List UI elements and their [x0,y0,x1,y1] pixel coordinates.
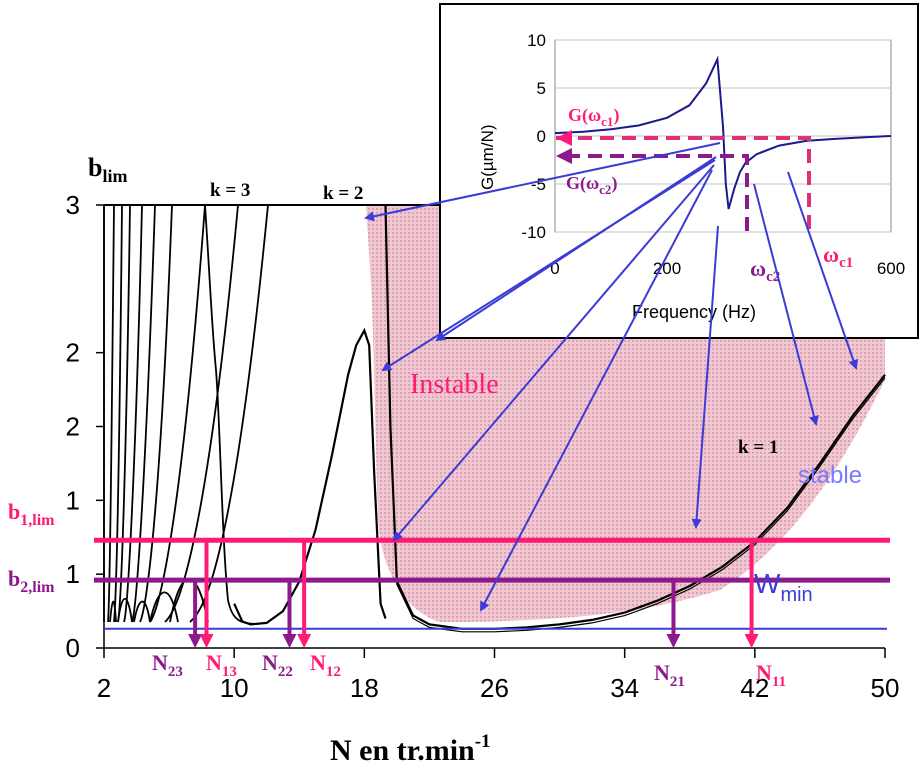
lobe-label-k2: k = 2 [323,183,363,204]
w-min-label: Wmin [754,568,813,606]
inset-x-tick-label: 200 [653,259,681,278]
w-min-label-sub: min [780,584,812,606]
g-wc1-label-sub: c1 [601,114,613,129]
y-tick-label: 2 [66,412,80,442]
n22-label-sub: 22 [278,664,293,680]
y-tick-label: 1 [66,485,80,515]
lobe-curve-k1 [384,204,886,630]
inset-x-tick-label: 0 [550,259,559,278]
n22-label-main: N [262,650,278,675]
arrow-to-k1-min [480,169,713,612]
arrow-to-k1-slope [392,164,715,542]
g-wc2-dashed-box [566,154,749,232]
n11-label: N11 [756,660,786,690]
x-ticks-group: 2 10 18 26 34 42 50 [97,648,900,703]
inset-x-axis-label: Frequency (Hz) [632,302,756,322]
inset-y-tick-label: -10 [521,223,546,242]
n12-label: N12 [310,650,341,680]
inset-x-tick-label: 600 [877,259,905,278]
x-axis-label-main: N en tr.min [330,734,475,767]
x-axis-label-sup: -1 [475,731,491,752]
inset-y-tick-label: -5 [531,175,546,194]
arrow-to-stable-2 [787,171,859,370]
lobe-curve-k2 [233,327,387,626]
g-wc2-label-sub: c2 [599,182,611,197]
g-wc1-label-main: G(ω [568,105,601,126]
n13-label-main: N [206,650,222,675]
omega-c1-label-main: ω [823,242,839,267]
arrow-to-k1-peak [381,159,716,372]
x-tick-label: 50 [871,673,900,703]
b2-lim-label-main: b [8,566,20,591]
g-wc2-label-main: G(ω [566,173,599,194]
y-tick-label: 2 [66,338,80,368]
g-wc2-label-close: ) [611,173,617,194]
x-tick-label: 2 [97,673,111,703]
x-tick-label: 42 [740,673,769,703]
n23-label-main: N [152,650,168,675]
arrow-to-k2-peak [364,142,721,222]
x-tick-label: 26 [480,673,509,703]
inset-y-tick-label: 10 [527,31,546,50]
lobe-label-k1: k = 1 [738,437,778,458]
x-axis-label: N en tr.min-1 [330,731,491,767]
g-wc1-label: G(ωc1) [568,105,619,129]
n12-label-main: N [310,650,326,675]
g-wc2-label: G(ωc2) [566,173,617,197]
n21-label-main: N [654,660,670,685]
b1-lim-label: b1,lim [8,499,55,529]
y-tick-label: 0 [66,633,80,663]
g-wc1-arrowhead [556,130,572,146]
frf-curve [554,55,892,210]
n21-label-sub: 21 [670,674,685,690]
n23-label: N23 [152,650,183,680]
n12-label-sub: 12 [326,664,341,680]
b1-lim-label-main: b [8,499,20,524]
correspondence-arrows [364,142,859,612]
n23-label-sub: 23 [168,664,183,680]
high-order-lobes [103,204,269,625]
b2-lim-label: b2,lim [8,566,55,596]
x-tick-label: 10 [220,673,249,703]
g-wc2-arrowhead [556,148,572,164]
stable-lobe-window [285,205,366,520]
lobe-label-k3: k = 3 [210,180,250,201]
omega-c1-label: ωc1 [823,242,853,271]
y-ticks-group: 0 1 1 2 2 3 [66,190,104,663]
n13-label: N13 [206,650,237,680]
inset-y-tick-label: 5 [537,79,546,98]
lobe-curve-k1-double [384,207,886,633]
y-tick-label: 1 [66,559,80,589]
n11-label-main: N [756,660,772,685]
n22-label: N22 [262,650,293,680]
arrow-to-n21 [691,225,719,529]
y-axis-label-main: b [88,153,102,182]
y-axis-label: blim [88,153,127,186]
g-wc1-dashed-box [556,136,811,232]
inset-y-tick-label: 0 [537,127,546,146]
n21-label: N21 [654,660,685,690]
w-min-label-main: W [754,568,781,599]
inset-y-axis-label: G(µm/N) [478,124,497,190]
g-wc1-label-close: ) [613,105,619,126]
omega-c2-label-main: ω [750,256,766,281]
x-tick-label: 18 [350,673,379,703]
y-axis-label-sub: lim [102,166,127,186]
b1-lim-label-sub: 1,lim [20,512,55,529]
y-tick-label: 3 [66,190,80,220]
x-tick-label: 34 [610,673,639,703]
b2-lim-label-sub: 2,lim [20,579,55,596]
speed-arrows-group [188,540,759,648]
stable-label: stable [798,462,862,489]
n11-label-sub: 11 [772,674,786,690]
arrow-to-stable-1 [753,183,819,426]
n13-label-sub: 13 [222,664,237,680]
instable-label: Instable [410,369,499,400]
omega-c1-label-sub: c1 [839,255,853,271]
